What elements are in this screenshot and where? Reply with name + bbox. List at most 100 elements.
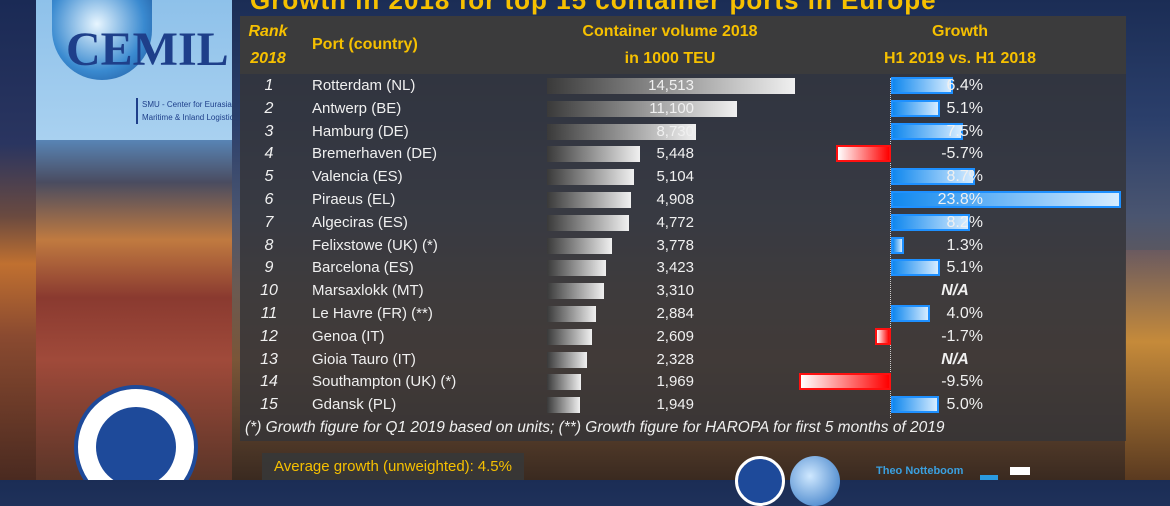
growth-value: 1.3% (946, 236, 983, 254)
volume-bar (547, 237, 612, 254)
volume-bar (547, 374, 581, 391)
table-row: 6 Piraeus (EL) 4,908 23.8% (240, 188, 1126, 211)
growth-value: 5.1% (946, 99, 983, 117)
growth-value: 6.4% (946, 77, 983, 94)
rank: 15 (260, 396, 278, 414)
header-growth: Growth H1 2019 vs. H1 2018 (883, 23, 1037, 67)
growth-bar (891, 213, 971, 231)
volume-value: 1,949 (656, 396, 694, 414)
port-name: Gdansk (PL) (312, 396, 397, 414)
footnote: (*) Growth figure for Q1 2019 based on u… (245, 419, 945, 436)
left-photo-strip: CEMIL SMU - Center for Eurasian Maritime … (0, 0, 232, 480)
cemil-logo: CEMIL SMU - Center for Eurasian Maritime … (36, 0, 232, 140)
port-name: Felixstowe (UK) (*) (312, 236, 438, 254)
growth-value: 5.1% (946, 259, 983, 277)
growth-bar (835, 145, 891, 163)
smu-logo-small (735, 456, 785, 506)
volume-value: 2,328 (656, 350, 694, 368)
growth-bar (874, 327, 891, 345)
port-name: Marsaxlokk (MT) (312, 282, 424, 300)
rank: 11 (260, 305, 278, 322)
growth-bar (891, 396, 940, 414)
header-volume: Container volume 2018 in 1000 TEU (582, 23, 758, 67)
average-growth-box: Average growth (unweighted): 4.5% (262, 453, 524, 480)
table-header: Rank 2018 Port (country) Container volume… (240, 16, 1126, 74)
volume-value: 3,423 (656, 259, 694, 277)
growth-value: 4.0% (946, 305, 983, 322)
growth-bar (891, 259, 941, 277)
port-name: Hamburg (DE) (312, 122, 409, 140)
volume-bar (547, 214, 629, 231)
growth-value: 5.0% (946, 396, 983, 414)
volume-value: 5,448 (656, 145, 694, 163)
cemil-logo-small (790, 456, 840, 506)
growth-bar (891, 168, 976, 186)
volume-value: 3,310 (656, 282, 694, 300)
rank: 6 (264, 191, 274, 208)
average-growth-label: Average growth (unweighted): (274, 458, 474, 475)
author-name: Theo Notteboom (876, 465, 964, 477)
volume-value: 1,969 (656, 373, 694, 391)
growth-value: -5.7% (941, 145, 983, 163)
rank: 2 (264, 99, 274, 117)
rank: 3 (264, 122, 274, 140)
volume-bar (547, 397, 581, 414)
table-row: 12 Genoa (IT) 2,609 -1.7% (240, 325, 1126, 348)
cemil-wordmark: CEMIL (66, 23, 229, 76)
cemil-subtitle: SMU - Center for Eurasian Maritime & Inla… (136, 98, 232, 124)
table-row: 3 Hamburg (DE) 8,730 7.5% (240, 120, 1126, 143)
growth-bar (891, 99, 941, 117)
table-row: 2 Antwerp (BE) 11,100 5.1% (240, 97, 1126, 120)
volume-bar (547, 146, 641, 163)
growth-bar (891, 122, 964, 140)
volume-value: 2,884 (656, 305, 694, 322)
header-rank: Rank 2018 (248, 23, 288, 67)
volume-value: 8,730 (656, 122, 694, 140)
port-name: Gioia Tauro (IT) (312, 350, 416, 368)
port-name: Le Havre (FR) (**) (312, 305, 433, 322)
volume-bar (547, 123, 697, 140)
rank: 8 (264, 236, 274, 254)
table-row: 5 Valencia (ES) 5,104 8.7% (240, 165, 1126, 188)
growth-bar (891, 305, 930, 322)
volume-value: 5,104 (656, 168, 694, 186)
table-row: 7 Algeciras (ES) 4,772 8.2% (240, 211, 1126, 234)
port-name: Valencia (ES) (312, 168, 403, 186)
volume-bar (547, 283, 604, 300)
volume-value: 4,772 (656, 213, 694, 231)
port-name: Bremerhaven (DE) (312, 145, 438, 163)
volume-value: 4,908 (656, 191, 694, 208)
table-row: 1 Rotterdam (NL) 14,513 6.4% (240, 74, 1126, 97)
growth-value: N/A (941, 282, 969, 300)
rank: 9 (264, 259, 274, 277)
table-row: 13 Gioia Tauro (IT) 2,328 N/A (240, 348, 1126, 371)
volume-bar (547, 78, 796, 94)
volume-bar (547, 328, 592, 345)
table-row: 11 Le Havre (FR) (**) 2,884 4.0% (240, 302, 1126, 325)
volume-value: 2,609 (656, 327, 694, 345)
rank: 7 (264, 213, 274, 231)
growth-value: -1.7% (941, 327, 983, 345)
port-name: Algeciras (ES) (312, 213, 408, 231)
table-row: 14 Southampton (UK) (*) 1,969 -9.5% (240, 370, 1126, 393)
globe-icon (52, 0, 152, 80)
rank: 14 (260, 373, 278, 391)
rank: 12 (260, 327, 278, 345)
volume-value: 14,513 (648, 77, 694, 94)
port-name: Piraeus (EL) (312, 191, 396, 208)
growth-bar (891, 236, 904, 254)
growth-value: N/A (941, 350, 969, 368)
port-name: Genoa (IT) (312, 327, 385, 345)
volume-bar (547, 306, 597, 322)
rank: 4 (264, 145, 274, 163)
header-port: Port (country) (312, 36, 418, 53)
volume-value: 11,100 (649, 99, 694, 117)
port-name: Barcelona (ES) (312, 259, 414, 277)
volume-value: 3,778 (656, 236, 694, 254)
smu-seal-logo (74, 385, 198, 480)
port-name: Southampton (UK) (*) (312, 373, 457, 391)
growth-value: 8.2% (946, 213, 983, 231)
growth-value: 7.5% (946, 122, 983, 140)
volume-bar (547, 169, 635, 186)
growth-value: 8.7% (946, 168, 983, 186)
